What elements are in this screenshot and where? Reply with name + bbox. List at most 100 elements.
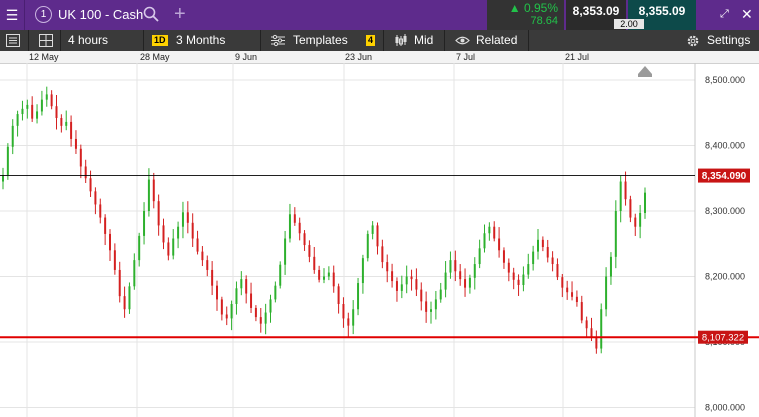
- hamburger-icon[interactable]: ☰: [5, 7, 19, 23]
- add-tab-icon[interactable]: +: [174, 3, 186, 25]
- scroll-up-icon[interactable]: [638, 66, 652, 77]
- search-icon[interactable]: [142, 5, 160, 23]
- candle: [405, 265, 408, 294]
- panel-toggle-icon[interactable]: [6, 34, 20, 47]
- candle-body: [464, 279, 467, 288]
- candlestick-icon[interactable]: [394, 34, 408, 47]
- period-selector[interactable]: 3 Months: [176, 33, 226, 47]
- candle-body: [303, 233, 306, 246]
- top-bar: ☰ 1 UK 100 - Cash + ▲ 0.95% 78.64 8,353.…: [0, 0, 759, 30]
- candle-body: [337, 286, 340, 305]
- candle: [230, 300, 233, 331]
- candle: [118, 261, 121, 303]
- expand-icon[interactable]: ⤢: [720, 8, 729, 20]
- candle: [45, 86, 48, 107]
- interval-selector[interactable]: 4 hours: [68, 33, 109, 47]
- candle: [6, 143, 9, 180]
- candle: [332, 265, 335, 293]
- date-label: 21 Jul: [565, 52, 590, 62]
- candle: [288, 203, 291, 243]
- candle-body: [590, 328, 593, 339]
- candle: [391, 263, 394, 288]
- candle-body: [177, 226, 180, 239]
- candle-body: [298, 222, 301, 234]
- current-price-label: 8,354.090: [702, 171, 747, 182]
- candle: [541, 236, 544, 252]
- candle-body: [512, 272, 515, 280]
- candle-body: [143, 211, 146, 236]
- candle-body: [138, 235, 141, 261]
- candle-body: [288, 214, 291, 239]
- candle-body: [483, 233, 486, 249]
- settings-button[interactable]: Settings: [707, 33, 751, 47]
- date-label: 28 May: [140, 52, 170, 62]
- candle-body: [609, 256, 612, 277]
- candle-body: [342, 304, 345, 319]
- candle: [274, 281, 277, 303]
- candle: [123, 286, 126, 318]
- related-button[interactable]: Related: [476, 33, 518, 47]
- candle: [357, 277, 360, 316]
- candle-body: [381, 246, 384, 263]
- candle-body: [104, 217, 107, 234]
- candle: [342, 297, 345, 328]
- candle: [624, 171, 627, 206]
- candle: [566, 280, 569, 300]
- candle: [31, 96, 34, 122]
- candle-body: [527, 264, 530, 275]
- templates-button[interactable]: Templates: [293, 33, 348, 47]
- candle-body: [619, 181, 622, 211]
- divider: [24, 0, 25, 30]
- candle-body: [109, 233, 111, 251]
- horizontal-gridlines: [0, 79, 695, 408]
- candle: [196, 230, 199, 255]
- price-type-selector[interactable]: Mid: [414, 33, 434, 47]
- close-icon[interactable]: ✕: [741, 6, 753, 22]
- candle: [162, 218, 165, 250]
- candle: [507, 258, 510, 282]
- candle-body: [269, 299, 272, 313]
- candle-body: [522, 274, 525, 286]
- candle: [113, 243, 116, 275]
- candle-body: [147, 179, 150, 211]
- candle: [74, 130, 77, 154]
- candle-body: [308, 245, 311, 257]
- layout-grid-icon[interactable]: [39, 34, 53, 47]
- candle-body: [323, 276, 325, 280]
- candle-body: [60, 117, 63, 126]
- templates-icon[interactable]: [270, 34, 286, 47]
- candles: [2, 86, 646, 354]
- candle: [21, 100, 24, 121]
- candle: [454, 250, 457, 282]
- divider: [260, 30, 261, 51]
- candle-body: [644, 192, 646, 213]
- candle: [60, 114, 63, 133]
- candle: [619, 175, 622, 223]
- candle: [250, 282, 253, 313]
- gear-icon[interactable]: [686, 34, 700, 48]
- candle: [94, 187, 97, 215]
- candle-body: [493, 226, 496, 239]
- candle: [502, 247, 505, 269]
- candle-body: [566, 287, 569, 293]
- candle-body: [498, 238, 501, 251]
- candle: [181, 201, 184, 239]
- change-percent: ▲ 0.95%: [509, 2, 558, 15]
- price-tick-label: 8,200.000: [705, 272, 745, 282]
- candle: [167, 237, 170, 261]
- eye-icon[interactable]: [455, 35, 470, 46]
- candle-body: [230, 304, 233, 319]
- price-chart[interactable]: 8,500.000 8,400.000 8,300.000 8,200.000 8,10…: [0, 63, 759, 417]
- candle-body: [430, 309, 432, 312]
- candle-body: [201, 251, 204, 261]
- candle-body: [605, 276, 608, 310]
- chart-toolbar: 4 hours 1D 3 Months Templates 4 Mid Rela…: [0, 30, 759, 51]
- candle: [420, 282, 423, 311]
- candle-body: [94, 191, 97, 205]
- candle: [259, 308, 262, 333]
- candle-body: [551, 257, 554, 265]
- candle: [532, 245, 535, 271]
- candle-body: [391, 271, 394, 282]
- instrument-name[interactable]: UK 100 - Cash: [58, 7, 144, 22]
- candle-body: [152, 179, 155, 202]
